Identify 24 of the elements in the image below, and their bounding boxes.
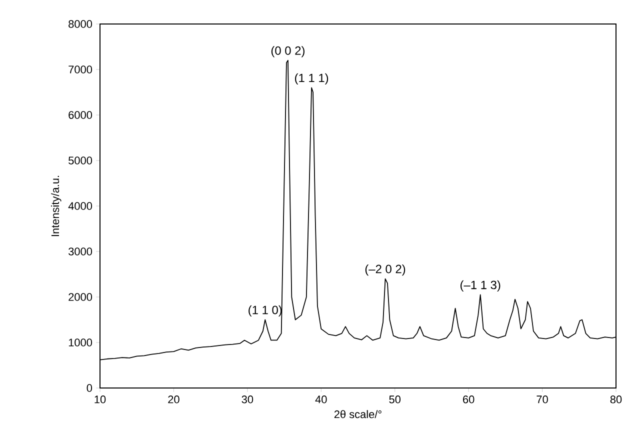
x-tick-label: 30 — [242, 396, 254, 404]
x-tick-label: 50 — [389, 396, 401, 404]
x-tick-label: 10 — [94, 396, 106, 404]
x-tick-label: 60 — [463, 396, 474, 404]
x-tick-label: 40 — [315, 396, 327, 404]
y-tick-label: 8000 — [68, 20, 92, 28]
annotation: (1 1 1) — [295, 73, 328, 85]
x-tick-label: 20 — [168, 396, 180, 404]
annotation: (–2 0 2) — [365, 264, 406, 276]
x-tick-label: 80 — [610, 396, 622, 404]
y-tick-label: 3000 — [68, 248, 92, 256]
y-axis-title: Intensity/a.u. — [51, 176, 62, 236]
annotation: (–1 1 3) — [460, 280, 500, 292]
x-axis-title: 2θ scale/° — [334, 410, 382, 418]
annotation: (1 1 0) — [248, 305, 282, 317]
y-tick-label: 4000 — [68, 202, 92, 210]
y-tick-label: 1000 — [68, 338, 92, 346]
y-tick-label: 2000 — [68, 293, 92, 301]
y-tick-label: 7000 — [68, 66, 92, 74]
y-tick-label: 5000 — [68, 156, 92, 164]
x-tick-label: 70 — [536, 396, 548, 404]
y-tick-label: 6000 — [68, 111, 92, 119]
y-tick-label: 0 — [86, 384, 92, 392]
annotation: (0 0 2) — [271, 46, 304, 58]
